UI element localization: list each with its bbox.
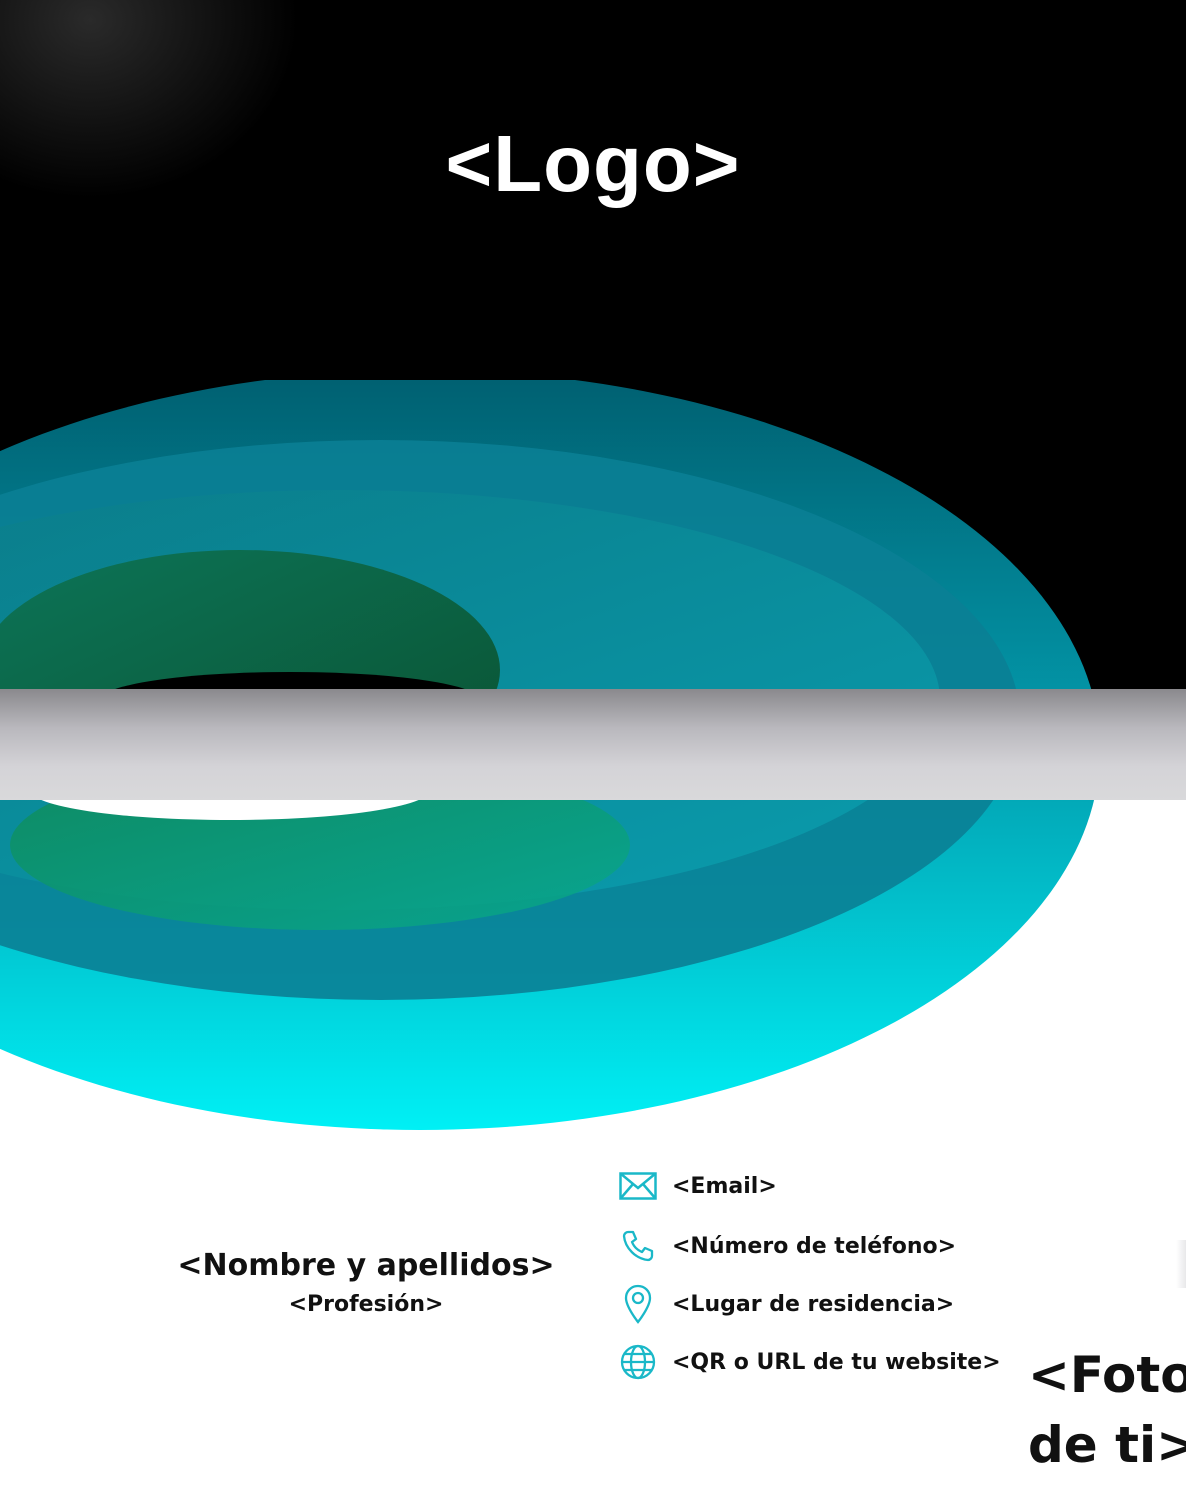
location-pin-icon — [618, 1284, 658, 1324]
identity-block: <Nombre y apellidos> <Profesión> — [160, 1244, 572, 1322]
phone-text: <Número de teléfono> — [672, 1233, 957, 1259]
art-top-fade — [0, 300, 1186, 380]
separator-bar — [0, 689, 1186, 800]
contact-location: <Lugar de residencia> — [618, 1284, 954, 1324]
contact-phone: <Número de teléfono> — [618, 1226, 956, 1266]
location-text: <Lugar de residencia> — [672, 1291, 955, 1317]
email-text: <Email> — [672, 1173, 777, 1199]
globe-icon — [618, 1342, 658, 1382]
photo-line-1: <Foto — [1028, 1346, 1186, 1404]
contact-website: <QR o URL de tu website> — [618, 1342, 1001, 1382]
contact-email: <Email> — [618, 1166, 777, 1206]
envelope-icon — [618, 1166, 658, 1206]
phone-icon — [618, 1226, 658, 1266]
photo-placeholder: <Foto de ti> — [1028, 1340, 1186, 1492]
website-text: <QR o URL de tu website> — [672, 1349, 1001, 1375]
edge-decoration — [1176, 1240, 1186, 1288]
photo-line-2: de ti> — [1028, 1416, 1186, 1474]
profession: <Profesión> — [288, 1292, 444, 1317]
logo-placeholder: <Logo> — [445, 119, 741, 208]
full-name: <Nombre y apellidos> — [177, 1248, 555, 1283]
